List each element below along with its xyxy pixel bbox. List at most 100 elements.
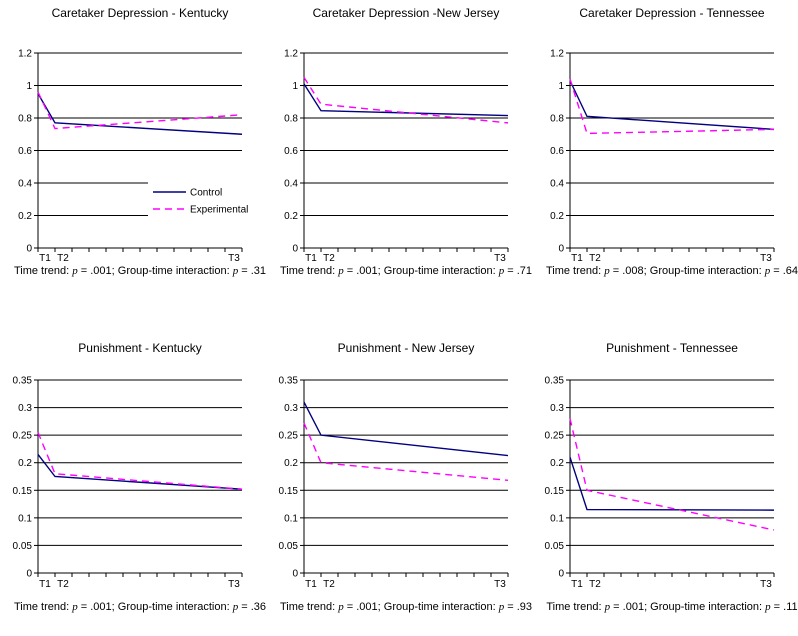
- y-tick-label: 1: [558, 81, 564, 92]
- control-line: [37, 454, 243, 490]
- y-tick-label: 0.1: [18, 513, 32, 524]
- y-tick-label: 0: [292, 244, 298, 255]
- control-line: [569, 456, 775, 511]
- chart-caretaker-depression-tennessee: Caretaker Depression - Tennessee 0 0.2 0.4 0…: [532, 0, 798, 318]
- chart-caretaker-depression-new-jersey: Caretaker Depression -New Jersey 0 0.2 0.4 0…: [266, 0, 532, 318]
- y-tick-label: 0: [292, 569, 298, 580]
- experimental-line: [303, 422, 509, 482]
- experimental-line: [303, 77, 509, 124]
- y-tick-label: 0.2: [550, 458, 564, 469]
- experimental-line: [569, 78, 775, 135]
- legend-box: [148, 176, 242, 226]
- chart-svg: Caretaker Depression - Kentucky 0 0.2 0.4 0.…: [14, 6, 266, 277]
- y-tick-label: 1: [292, 81, 298, 92]
- y-tick-label: 0.15: [545, 486, 565, 497]
- experimental-line: [37, 432, 243, 490]
- experimental-line: [37, 91, 243, 130]
- chart-svg: Punishment - Kentucky 0 0.05 0.1 0.15 0.2 0.25…: [13, 341, 266, 613]
- chart-title: Punishment - Kentucky: [78, 341, 201, 355]
- y-tick-label: 0.2: [18, 458, 32, 469]
- y-tick-label: 0.1: [550, 513, 564, 524]
- y-tick-label: 0.05: [13, 541, 33, 552]
- control-line: [303, 83, 509, 117]
- x-tick-label: T1: [571, 579, 583, 590]
- chart-punishment-new-jersey: Punishment - New Jersey 0 0.05 0.1 0.15 0.2 0.…: [266, 318, 532, 636]
- y-tick-label: 0.3: [284, 403, 298, 414]
- x-tick-label: T3: [494, 579, 506, 590]
- x-tick-label: T3: [760, 579, 772, 590]
- y-tick-label: 0.8: [550, 114, 564, 125]
- x-tick-label: T3: [494, 253, 506, 264]
- control-line: [303, 401, 509, 457]
- y-tick-label: 0.4: [284, 179, 298, 190]
- stats-text: Time trend: p = .001; Group-time interac…: [280, 601, 532, 613]
- y-tick-label: 0.2: [284, 458, 298, 469]
- y-tick-label: 0.35: [545, 376, 565, 387]
- y-tick-label: 0.3: [18, 403, 32, 414]
- legend-control-label: Control: [190, 188, 222, 199]
- y-tick-label: 1.2: [18, 49, 32, 60]
- y-tick-label: 0.6: [284, 146, 298, 157]
- x-tick-label: T3: [228, 253, 240, 264]
- chart-svg: Caretaker Depression -New Jersey 0 0.2 0.4 0…: [280, 6, 532, 277]
- x-tick-label: T1: [39, 253, 51, 264]
- y-tick-label: 0.4: [18, 179, 32, 190]
- y-tick-label: 0.15: [279, 486, 299, 497]
- y-tick-label: 0.6: [550, 146, 564, 157]
- y-tick-label: 0.4: [550, 179, 564, 190]
- chart-caretaker-depression-kentucky: Caretaker Depression - Kentucky 0 0.2 0.4 0.…: [0, 0, 266, 318]
- control-line: [569, 80, 775, 131]
- chart-title: Caretaker Depression -New Jersey: [313, 6, 500, 20]
- x-tick-label: T2: [323, 579, 335, 590]
- x-tick-label: T2: [589, 579, 601, 590]
- chart-title: Punishment - Tennessee: [606, 341, 738, 355]
- y-tick-label: 0: [26, 244, 32, 255]
- y-tick-label: 0.8: [284, 114, 298, 125]
- y-tick-label: 0.15: [13, 486, 33, 497]
- chart-punishment-tennessee: Punishment - Tennessee 0 0.05 0.1 0.15 0.2 0.2…: [532, 318, 798, 636]
- stats-text: Time trend: p = .001; Group-time interac…: [280, 265, 532, 277]
- y-tick-label: 0.25: [279, 431, 299, 442]
- y-tick-label: 0.35: [279, 376, 299, 387]
- legend-experimental-label: Experimental: [190, 205, 248, 216]
- y-tick-label: 0: [26, 569, 32, 580]
- stats-text: Time trend: p = .008; Group-time interac…: [546, 265, 798, 277]
- x-tick-label: T2: [57, 579, 69, 590]
- y-tick-label: 0.25: [13, 431, 33, 442]
- y-tick-label: 0: [558, 569, 564, 580]
- chart-title: Caretaker Depression - Tennessee: [579, 6, 765, 20]
- y-tick-label: 0.6: [18, 146, 32, 157]
- y-tick-label: 0.8: [18, 114, 32, 125]
- y-tick-label: 0.2: [18, 211, 32, 222]
- x-tick-label: T2: [589, 253, 601, 264]
- chart-svg: Punishment - Tennessee 0 0.05 0.1 0.15 0.2 0.2…: [545, 341, 798, 613]
- y-tick-label: 0.35: [13, 376, 33, 387]
- chart-title: Punishment - New Jersey: [338, 341, 475, 355]
- y-tick-label: 0.3: [550, 403, 564, 414]
- y-tick-label: 0: [558, 244, 564, 255]
- x-tick-label: T3: [228, 579, 240, 590]
- y-tick-label: 0.25: [545, 431, 565, 442]
- chart-punishment-kentucky: Punishment - Kentucky 0 0.05 0.1 0.15 0.2 0.25…: [0, 318, 266, 636]
- stats-text: Time trend: p = .001; Group-time interac…: [546, 601, 797, 613]
- x-tick-label: T2: [57, 253, 69, 264]
- experimental-line: [569, 418, 775, 531]
- stats-text: Time trend: p = .001; Group-time interac…: [14, 601, 266, 613]
- chart-title: Caretaker Depression - Kentucky: [52, 6, 229, 20]
- x-tick-label: T2: [323, 253, 335, 264]
- chart-svg: Caretaker Depression - Tennessee 0 0.2 0.4 0…: [546, 6, 798, 277]
- x-tick-label: T1: [571, 253, 583, 264]
- y-tick-label: 1: [26, 81, 32, 92]
- stats-text: Time trend: p = .001; Group-time interac…: [14, 265, 266, 277]
- y-tick-label: 0.2: [284, 211, 298, 222]
- y-tick-label: 0.2: [550, 211, 564, 222]
- y-tick-label: 0.05: [545, 541, 565, 552]
- y-tick-label: 1.2: [284, 49, 298, 60]
- x-tick-label: T1: [305, 579, 317, 590]
- y-tick-label: 0.05: [279, 541, 299, 552]
- chart-svg: Punishment - New Jersey 0 0.05 0.1 0.15 0.2 0.…: [279, 341, 532, 613]
- x-tick-label: T1: [39, 579, 51, 590]
- x-tick-label: T3: [760, 253, 772, 264]
